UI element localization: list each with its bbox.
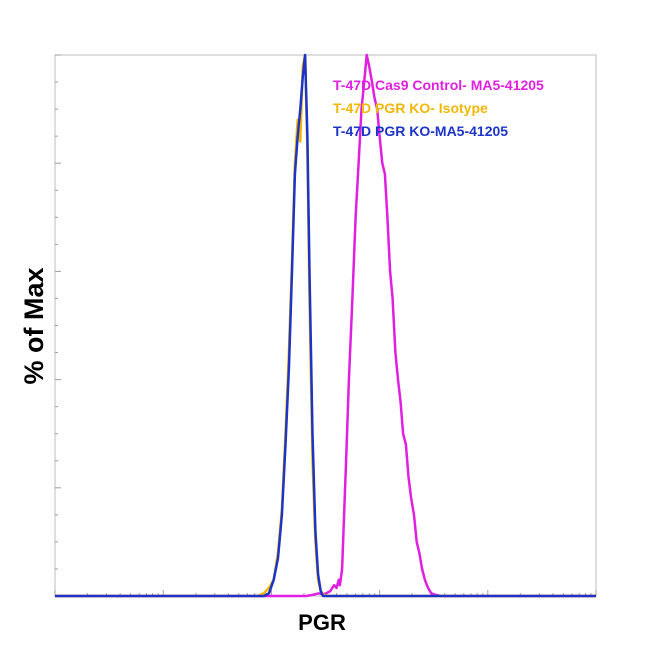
x-axis-label: PGR	[298, 610, 346, 635]
plot-frame	[54, 54, 597, 597]
legend: T-47D Cas9 Control- MA5-41205 T-47D PGR …	[333, 77, 544, 139]
series-line-t-47d-pgr-ko-isotype	[55, 53, 596, 598]
axis-ticks	[54, 54, 597, 597]
series-layer	[55, 53, 596, 598]
legend-entry-pgr-ko-ma5: T-47D PGR KO-MA5-41205	[333, 123, 508, 139]
series-line-t-47d-pgr-ko-ma5-41205	[55, 53, 596, 598]
y-axis-label: % of Max	[19, 267, 49, 384]
legend-entry-pgr-ko-isotype: T-47D PGR KO- Isotype	[333, 100, 488, 116]
legend-entry-cas9-control: T-47D Cas9 Control- MA5-41205	[333, 77, 544, 93]
series-line-t-47d-cas9-control-ma5-41205	[55, 53, 596, 598]
